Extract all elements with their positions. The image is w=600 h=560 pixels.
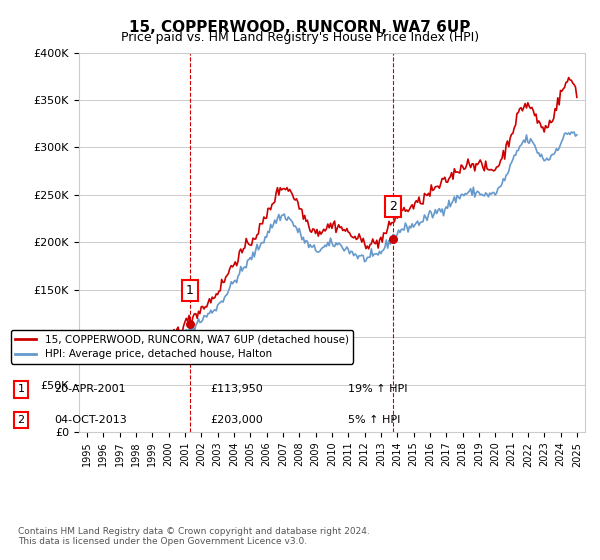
Text: 2: 2 (17, 415, 25, 425)
Text: £203,000: £203,000 (210, 415, 263, 425)
Point (185, 319, 194, 328)
Text: 5% ↑ HPI: 5% ↑ HPI (348, 415, 400, 425)
Text: Contains HM Land Registry data © Crown copyright and database right 2024.
This d: Contains HM Land Registry data © Crown c… (18, 526, 370, 546)
Legend: 15, COPPERWOOD, RUNCORN, WA7 6UP (detached house), HPI: Average price, detached : 15, COPPERWOOD, RUNCORN, WA7 6UP (detach… (11, 330, 353, 363)
Point (388, 235, 398, 244)
Text: £113,950: £113,950 (210, 384, 263, 394)
Text: 04-OCT-2013: 04-OCT-2013 (54, 415, 127, 425)
Text: 1: 1 (17, 384, 25, 394)
Text: 15, COPPERWOOD, RUNCORN, WA7 6UP: 15, COPPERWOOD, RUNCORN, WA7 6UP (130, 20, 470, 35)
Text: 1: 1 (186, 284, 194, 297)
Text: 2: 2 (389, 200, 397, 213)
Text: 19% ↑ HPI: 19% ↑ HPI (348, 384, 407, 394)
Text: Price paid vs. HM Land Registry's House Price Index (HPI): Price paid vs. HM Land Registry's House … (121, 31, 479, 44)
Text: 20-APR-2001: 20-APR-2001 (54, 384, 125, 394)
